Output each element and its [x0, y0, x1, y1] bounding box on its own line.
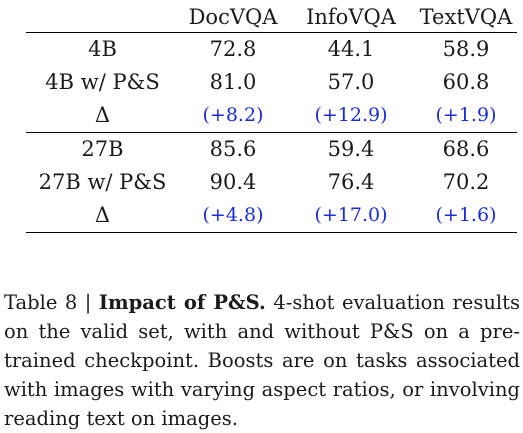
cell-docvqa: 85.6: [179, 132, 287, 166]
header-infovqa: InfoVQA: [306, 5, 396, 29]
cell-docvqa: 81.0: [209, 70, 257, 94]
cell-textvqa: 70.2: [442, 170, 490, 194]
row-label: 4B w/ P&S: [45, 70, 160, 94]
cell-infovqa: 57.0: [327, 70, 375, 94]
delta-infovqa: (+17.0): [287, 199, 415, 233]
cell-docvqa: 72.8: [179, 32, 287, 66]
cell-infovqa: 59.4: [287, 132, 415, 166]
row-label: 27B w/ P&S: [38, 170, 167, 194]
header-textvqa: TextVQA: [419, 5, 513, 29]
row-label: Δ: [94, 103, 111, 127]
table-row: 4B w/ P&S 81.0 57.0 60.8: [26, 66, 517, 99]
table-row-delta: Δ (+8.2) (+12.9) (+1.9): [26, 99, 517, 133]
cell-infovqa: 44.1: [287, 32, 415, 66]
cell-textvqa: 68.6: [415, 132, 517, 166]
table-group-27b: 27B 85.6 59.4 68.6 27B w/ P&S 90.4 76.4 …: [26, 132, 517, 233]
table-header-row: DocVQA InfoVQA TextVQA: [26, 2, 517, 33]
cell-docvqa: 90.4: [209, 170, 257, 194]
delta-infovqa: (+12.9): [314, 104, 388, 126]
table-row-delta: Δ (+4.8) (+17.0) (+1.6): [26, 199, 517, 233]
cell-textvqa: 60.8: [442, 70, 490, 94]
delta-docvqa: (+4.8): [179, 199, 287, 233]
table-caption: Table 8 | Impact of P&S. 4-shot evaluati…: [4, 288, 520, 433]
row-label: 4B: [26, 32, 179, 66]
table-row: 4B 72.8 44.1 58.9: [26, 32, 517, 66]
row-label: Δ: [26, 199, 179, 233]
table-group-4b: 4B 72.8 44.1 58.9 4B w/ P&S 81.0 57.0 60…: [26, 32, 517, 133]
caption-title: Impact of P&S.: [98, 290, 266, 314]
caption-body: 4-shot evaluation results on the valid s…: [4, 290, 520, 430]
delta-textvqa: (+1.6): [415, 199, 517, 233]
cell-textvqa: 58.9: [415, 32, 517, 66]
table-row: 27B w/ P&S 90.4 76.4 70.2: [26, 166, 517, 199]
delta-textvqa: (+1.9): [435, 104, 497, 126]
row-label: 27B: [26, 132, 179, 166]
delta-docvqa: (+8.2): [202, 104, 264, 126]
header-empty: [26, 2, 179, 33]
header-docvqa: DocVQA: [188, 5, 278, 29]
caption-prefix: Table 8 |: [4, 290, 99, 314]
table-row: 27B 85.6 59.4 68.6: [26, 132, 517, 166]
cell-infovqa: 76.4: [327, 170, 375, 194]
results-table: DocVQA InfoVQA TextVQA 4B 72.8 44.1 58.9…: [26, 2, 517, 233]
